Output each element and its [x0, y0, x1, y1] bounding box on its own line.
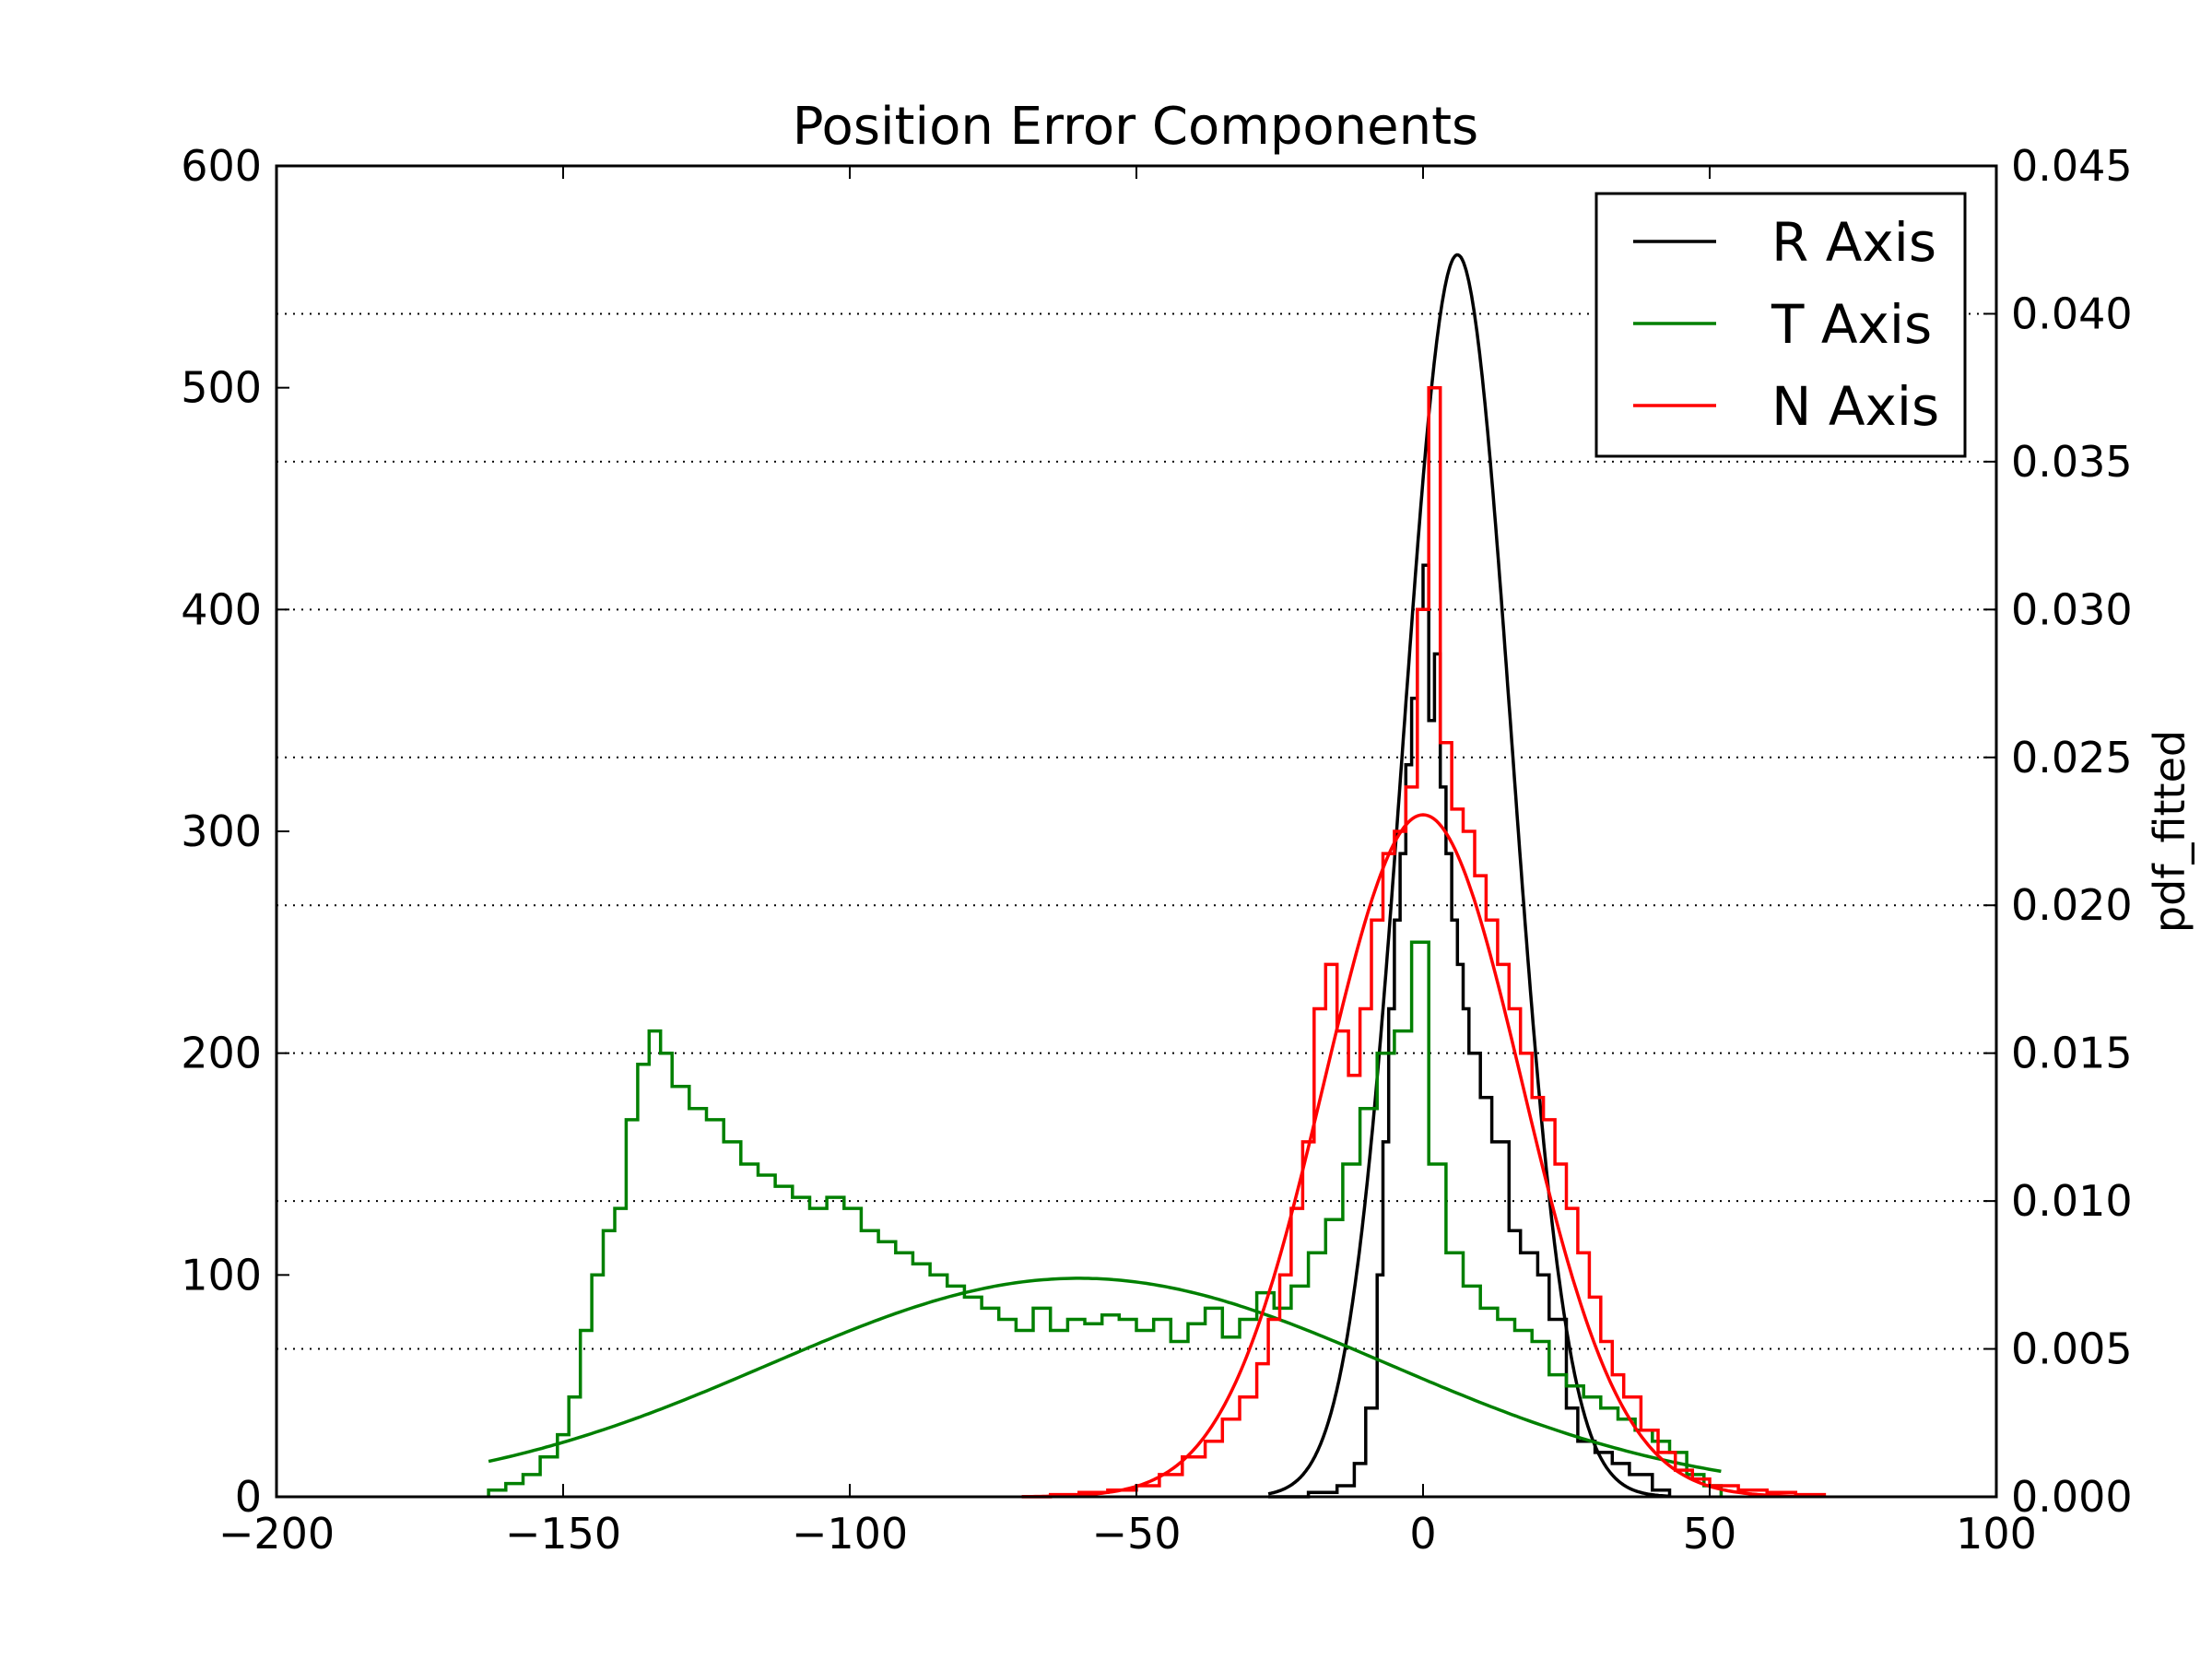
x-tick-label: 100 [1956, 1509, 2037, 1559]
y-tick-label-right: 0.005 [2011, 1324, 2133, 1374]
x-tick-label: −150 [505, 1509, 621, 1559]
chart-title: Position Error Components [793, 97, 1478, 157]
y-tick-label-left: 200 [181, 1029, 262, 1078]
legend-label-t-axis: T Axis [1771, 293, 1932, 356]
x-tick-label: 50 [1683, 1509, 1737, 1559]
n-axis-fit-curve [1021, 813, 1825, 1499]
x-tick-label: −50 [1091, 1509, 1181, 1559]
y-tick-label-right: 0.015 [2011, 1029, 2133, 1078]
y-axis-right-label: pdf_fitted [2145, 730, 2194, 933]
y-tick-label-right: 0.025 [2011, 733, 2133, 782]
x-tick-label: 0 [1409, 1509, 1436, 1559]
legend-label-r-axis: R Axis [1771, 211, 1936, 274]
r-axis-histogram [1268, 563, 1672, 1499]
y-tick-label-right: 0.020 [2011, 880, 2133, 930]
legend-label-n-axis: N Axis [1771, 375, 1939, 438]
series-area [487, 253, 1827, 1499]
y-tick-label-left: 300 [181, 806, 262, 856]
y-tick-label-right: 0.035 [2011, 437, 2133, 487]
x-tick-label: −100 [792, 1509, 908, 1559]
y-tick-label-right: 0.040 [2011, 288, 2133, 338]
y-tick-label-left: 400 [181, 584, 262, 634]
y-tick-label-right: 0.030 [2011, 584, 2133, 634]
y-tick-label-left: 500 [181, 363, 262, 413]
legend: R Axis T Axis N Axis [1594, 192, 1967, 458]
r-axis-fit-curve [1267, 253, 1670, 1499]
y-tick-label-right: 0.000 [2011, 1472, 2133, 1522]
y-axis-right: 0.000 0.005 0.010 0.015 0.020 0.025 0.030 0.035… [1983, 141, 2133, 1522]
n-axis-histogram [1021, 385, 1827, 1499]
y-tick-label-left: 0 [235, 1472, 262, 1522]
y-tick-label-right: 0.010 [2011, 1176, 2133, 1226]
y-tick-label-right: 0.045 [2011, 141, 2133, 191]
y-tick-label-left: 600 [181, 141, 262, 191]
x-tick-label: −200 [218, 1509, 335, 1559]
y-axis-left: 0 100 200 300 400 500 600 [181, 141, 289, 1522]
t-axis-histogram [487, 940, 1724, 1497]
x-axis: −200 −150 −100 −50 0 50 100 [218, 166, 2037, 1559]
y-tick-label-left: 100 [181, 1250, 262, 1300]
t-axis-fit-curve [488, 1277, 1722, 1474]
